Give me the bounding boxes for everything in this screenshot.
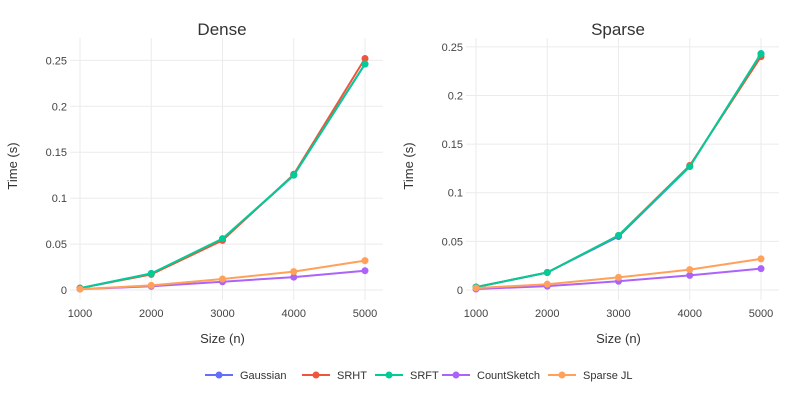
x-tick-label: 4000 bbox=[678, 308, 702, 320]
series-sparse-jl bbox=[472, 255, 765, 292]
data-point-srft[interactable] bbox=[147, 269, 155, 277]
data-point-countsketch[interactable] bbox=[290, 273, 298, 281]
legend-marker-swatch bbox=[385, 371, 393, 379]
x-axis-title: Size (n) bbox=[200, 331, 245, 346]
data-point-srft[interactable] bbox=[361, 60, 369, 68]
x-tick-label: 5000 bbox=[353, 308, 377, 320]
legend-item-srft[interactable]: SRFT bbox=[375, 370, 439, 382]
x-tick-label: 2000 bbox=[535, 308, 559, 320]
data-point-srft[interactable] bbox=[686, 162, 694, 170]
legend-label: Gaussian bbox=[240, 370, 286, 382]
y-axis-title: Time (s) bbox=[401, 142, 416, 189]
x-tick-label: 5000 bbox=[749, 308, 773, 320]
y-tick-label: 0.05 bbox=[442, 236, 463, 248]
y-tick-label: 0.2 bbox=[52, 101, 67, 113]
panel-dense: 0 0.05 0.1 0.15 0.2 0.25 1000 2000 3000 4000 5000 D… bbox=[5, 20, 383, 346]
y-tick-label: 0.2 bbox=[448, 90, 463, 102]
x-tick-label: 1000 bbox=[68, 308, 92, 320]
y-tick-label: 0 bbox=[61, 285, 67, 297]
data-point-sparse-jl[interactable] bbox=[757, 255, 765, 263]
data-point-countsketch[interactable] bbox=[757, 265, 765, 273]
legend-item-srht[interactable]: SRHT bbox=[302, 370, 367, 382]
data-point-sparse-jl[interactable] bbox=[361, 257, 369, 265]
data-point-sparse-jl[interactable] bbox=[219, 275, 226, 283]
y-tick-label: 0.25 bbox=[442, 42, 463, 54]
y-tick-label: 0 bbox=[457, 285, 463, 297]
data-point-sparse-jl[interactable] bbox=[615, 273, 622, 281]
data-point-sparse-jl[interactable] bbox=[543, 280, 551, 288]
legend-label: CountSketch bbox=[477, 370, 540, 382]
panel-sparse: 0 0.05 0.1 0.15 0.2 0.25 1000 2000 3000 4000 5000 S… bbox=[401, 20, 779, 346]
x-tick-label: 2000 bbox=[139, 308, 163, 320]
legend-label: SRFT bbox=[410, 370, 439, 382]
data-point-sparse-jl[interactable] bbox=[686, 266, 694, 274]
x-tick-label: 3000 bbox=[606, 308, 630, 320]
legend-item-gaussian[interactable]: Gaussian bbox=[205, 370, 286, 382]
y-tick-label: 0.1 bbox=[52, 193, 67, 205]
gridlines bbox=[70, 38, 383, 300]
y-tick-label: 0.25 bbox=[46, 55, 67, 67]
data-point-srft[interactable] bbox=[290, 171, 298, 179]
data-point-srft[interactable] bbox=[219, 235, 226, 243]
panel-title: Dense bbox=[197, 20, 246, 39]
x-axis-title: Size (n) bbox=[596, 331, 641, 346]
series-sparse-jl bbox=[76, 257, 369, 293]
legend-marker-swatch bbox=[312, 371, 320, 379]
legend-label: SRHT bbox=[337, 370, 367, 382]
data-point-sparse-jl[interactable] bbox=[290, 268, 298, 276]
legend-item-countsketch[interactable]: CountSketch bbox=[442, 370, 540, 382]
x-tick-label: 4000 bbox=[282, 308, 306, 320]
gridlines bbox=[466, 38, 779, 300]
x-tick-label: 1000 bbox=[464, 308, 488, 320]
legend-item-sparse-jl[interactable]: Sparse JL bbox=[548, 370, 633, 382]
x-tick-label: 3000 bbox=[210, 308, 234, 320]
legend-marker-swatch bbox=[558, 371, 566, 379]
data-point-srht[interactable] bbox=[361, 55, 369, 63]
data-point-sparse-jl[interactable] bbox=[76, 285, 84, 293]
data-point-countsketch[interactable] bbox=[361, 267, 369, 275]
y-axis-title: Time (s) bbox=[5, 142, 20, 189]
panel-title: Sparse bbox=[591, 20, 645, 39]
y-tick-label: 0.15 bbox=[46, 147, 67, 159]
data-point-sparse-jl[interactable] bbox=[147, 281, 155, 289]
legend-label: Sparse JL bbox=[583, 370, 633, 382]
data-point-countsketch[interactable] bbox=[686, 271, 694, 279]
legend-marker-swatch bbox=[215, 371, 223, 379]
data-point-srft[interactable] bbox=[757, 50, 765, 58]
data-point-srft[interactable] bbox=[543, 268, 551, 276]
data-point-srft[interactable] bbox=[615, 232, 622, 240]
data-point-sparse-jl[interactable] bbox=[472, 284, 480, 292]
legend: Gaussian SRHT SRFT CountSketch Sparse JL bbox=[205, 370, 633, 382]
y-tick-label: 0.1 bbox=[448, 188, 463, 200]
legend-marker-swatch bbox=[452, 371, 460, 379]
y-tick-label: 0.05 bbox=[46, 239, 67, 251]
y-tick-label: 0.15 bbox=[442, 139, 463, 151]
